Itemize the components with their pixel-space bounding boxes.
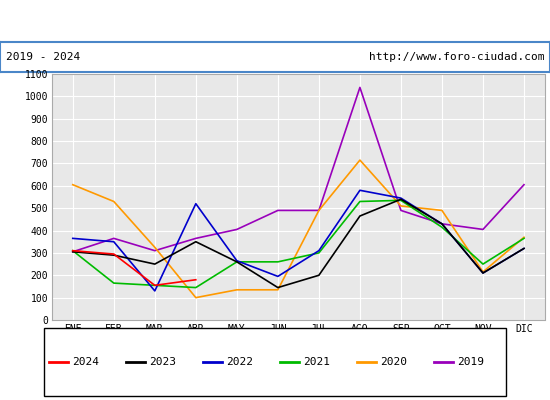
Text: http://www.foro-ciudad.com: http://www.foro-ciudad.com [369,52,544,62]
Text: 2024: 2024 [73,357,100,367]
FancyBboxPatch shape [44,328,506,396]
Text: 2022: 2022 [227,357,254,367]
Text: Evolucion Nº Turistas Nacionales en el municipio de Villarrodrigo: Evolucion Nº Turistas Nacionales en el m… [51,14,499,28]
Text: 2023: 2023 [150,357,177,367]
Text: 2020: 2020 [381,357,408,367]
Text: 2019: 2019 [458,357,485,367]
Text: 2019 - 2024: 2019 - 2024 [6,52,80,62]
Text: 2021: 2021 [304,357,331,367]
